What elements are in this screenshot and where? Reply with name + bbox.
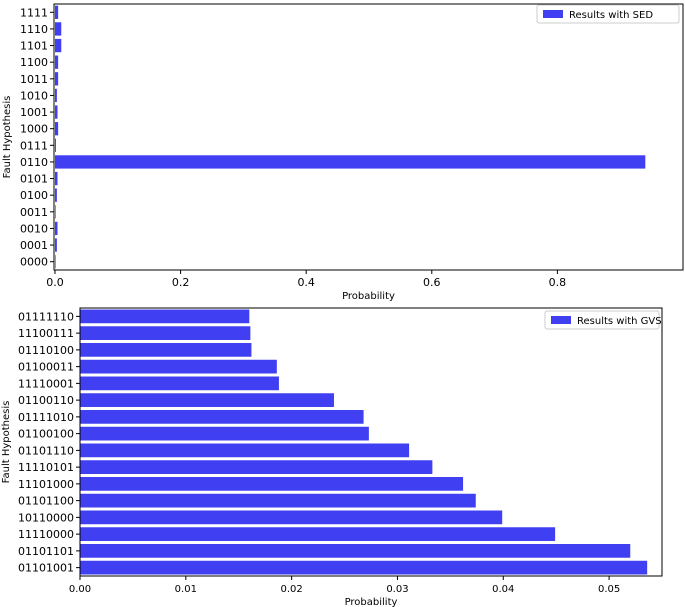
y-tick-label: 0011	[20, 206, 48, 219]
bar	[80, 326, 251, 340]
bar	[55, 155, 646, 169]
bar	[55, 122, 59, 136]
legend-label: Results with SED	[569, 10, 653, 21]
x-tick-label: 0.6	[423, 276, 441, 289]
y-tick-label: 1100	[20, 56, 48, 69]
y-tick-label: 0000	[20, 256, 48, 269]
x-tick-label: 0.4	[297, 276, 315, 289]
y-tick-label: 11100111	[18, 327, 74, 340]
bar	[55, 221, 58, 236]
y-tick-label: 0100	[20, 189, 48, 202]
y-tick-label: 01110100	[18, 344, 74, 357]
x-axis-label: Probability	[342, 291, 395, 302]
y-tick-label: 01101001	[18, 562, 74, 575]
x-tick-label: 0.00	[69, 584, 91, 595]
y-tick-label: 11101000	[18, 478, 74, 491]
bar	[80, 560, 648, 575]
bar	[80, 393, 334, 407]
legend-swatch	[551, 316, 571, 324]
bar	[55, 238, 57, 252]
y-tick-label: 1101	[20, 40, 48, 53]
bar	[55, 105, 58, 119]
y-tick-label: 01100110	[18, 394, 74, 407]
y-tick-label: 0101	[20, 173, 48, 186]
y-tick-label: 1011	[20, 73, 48, 86]
y-tick-label: 01101101	[18, 545, 74, 558]
y-tick-label: 10110000	[18, 511, 74, 524]
y-tick-label: 11110000	[18, 528, 74, 541]
x-tick-label: 0.01	[175, 584, 197, 595]
y-tick-label: 01100011	[18, 361, 74, 374]
y-tick-label: 0010	[20, 222, 48, 235]
y-tick-label: 01101110	[18, 444, 74, 457]
bar	[80, 376, 279, 391]
bar	[80, 510, 503, 525]
y-tick-label: 01100100	[18, 428, 74, 441]
bar	[55, 255, 56, 269]
bar	[80, 343, 252, 357]
y-tick-label: 01111110	[18, 310, 74, 323]
bar	[55, 72, 59, 86]
bar	[80, 309, 250, 324]
x-tick-label: 0.04	[492, 584, 514, 595]
y-tick-label: 0111	[20, 139, 48, 152]
y-tick-label: 1010	[20, 89, 48, 102]
legend-box	[544, 310, 660, 330]
y-tick-label: 0001	[20, 239, 48, 252]
bar	[80, 410, 364, 424]
bar	[80, 359, 277, 374]
bar	[55, 188, 57, 202]
bar	[80, 443, 410, 458]
y-tick-label: 1110	[20, 23, 48, 36]
bar	[55, 171, 58, 186]
bar	[55, 22, 62, 36]
legend-swatch	[543, 10, 563, 18]
x-tick-label: 0.8	[549, 276, 567, 289]
y-tick-label: 0110	[20, 156, 48, 169]
plot-frame	[79, 307, 663, 577]
y-tick-label: 1111	[20, 6, 48, 19]
bar	[55, 205, 56, 219]
bar	[80, 426, 369, 441]
y-axis-label: Fault Hypothesis	[2, 96, 13, 179]
y-tick-label: 01101100	[18, 495, 74, 508]
x-tick-label: 0.05	[598, 584, 620, 595]
bar	[55, 5, 59, 19]
y-tick-label: 1000	[20, 123, 48, 136]
bar	[80, 477, 464, 491]
y-tick-label: 11110001	[18, 377, 74, 390]
y-tick-label: 01111010	[18, 411, 74, 424]
chart-panel-1: 0000 0001 0010 0011 0100 0101 0110 0111 1000 1001…	[2, 3, 684, 302]
bar	[80, 493, 476, 508]
y-tick-label: 11110101	[18, 461, 74, 474]
bar	[55, 38, 62, 53]
plot-frame	[53, 3, 684, 271]
x-axis-label: Probability	[345, 597, 398, 607]
legend-box	[536, 4, 680, 24]
bar	[80, 544, 631, 558]
x-tick-label: 0.02	[281, 584, 303, 595]
x-tick-label: 0.2	[172, 276, 190, 289]
y-axis-label: Fault Hypothesis	[1, 401, 12, 484]
bar	[80, 460, 433, 474]
bar	[55, 138, 56, 152]
bar	[80, 527, 556, 541]
legend-label: Results with GVS	[577, 316, 662, 327]
bar	[55, 88, 57, 103]
chart-panel-2: 01101001 01101101 11110000 10110000 01101100…	[1, 307, 663, 607]
x-tick-label: 0.0	[46, 276, 64, 289]
y-tick-label: 1001	[20, 106, 48, 119]
x-tick-label: 0.03	[386, 584, 408, 595]
bar	[55, 55, 59, 69]
